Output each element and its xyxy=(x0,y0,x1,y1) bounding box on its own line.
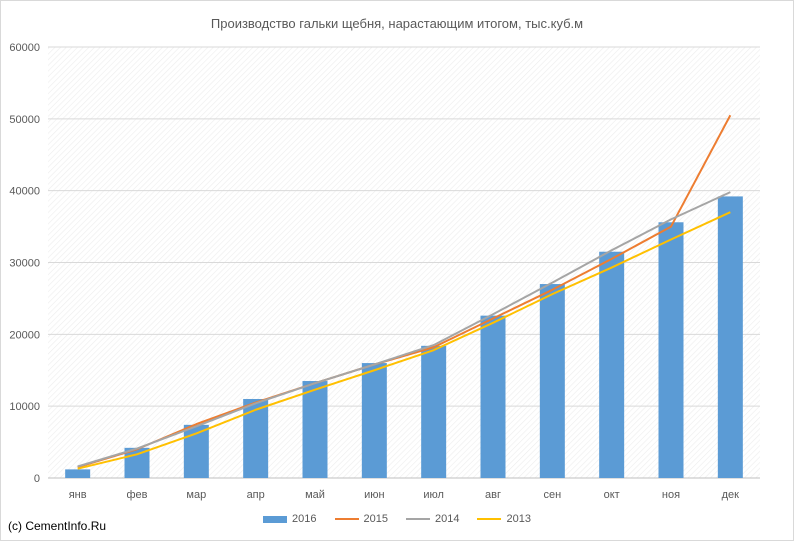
bar-2016 xyxy=(65,469,91,478)
y-tick-label: 60000 xyxy=(9,42,40,54)
bar-2016 xyxy=(717,196,743,478)
bar-2016 xyxy=(302,381,328,478)
x-tick-label: ноя xyxy=(662,489,680,501)
bar-2016 xyxy=(658,222,684,478)
legend-label: 2015 xyxy=(363,513,388,525)
legend-label: 2016 xyxy=(292,513,317,525)
bar-2016 xyxy=(599,251,625,478)
x-tick-label: июн xyxy=(364,489,384,501)
x-tick-label: окт xyxy=(604,489,620,501)
x-tick-label: дек xyxy=(722,489,740,501)
x-tick-label: фев xyxy=(126,489,147,501)
legend-swatch xyxy=(334,518,359,520)
x-tick-label: янв xyxy=(69,489,87,501)
y-tick-label: 0 xyxy=(34,473,40,485)
chart-title: Производство гальки щебня, нарастающим и… xyxy=(210,16,584,31)
x-tick-label: июл xyxy=(423,489,444,501)
legend-item-2015: 2015 xyxy=(334,513,388,525)
bar-2016 xyxy=(421,345,447,478)
legend-swatch xyxy=(406,518,430,520)
legend-swatch xyxy=(477,518,502,520)
line-2015 xyxy=(77,114,732,469)
legend-label: 2013 xyxy=(506,513,531,525)
y-tick-label: 50000 xyxy=(9,114,40,126)
bar-2016 xyxy=(361,363,387,478)
line-2014 xyxy=(77,191,731,468)
x-tick-label: мар xyxy=(186,489,206,501)
y-tick-label: 20000 xyxy=(9,329,40,341)
bar-2016 xyxy=(243,398,269,478)
x-tick-label: сен xyxy=(543,489,561,501)
legend-item-2016: 2016 xyxy=(263,513,317,525)
legend-swatch xyxy=(263,515,288,523)
x-tick-label: апр xyxy=(247,489,265,501)
bar-2016 xyxy=(539,284,565,478)
legend-item-2014: 2014 xyxy=(406,513,459,525)
bar-2016 xyxy=(124,447,150,478)
bar-2016 xyxy=(480,315,506,478)
x-tick-label: авг xyxy=(485,489,501,501)
source-note: (c) CementInfo.Ru xyxy=(8,519,107,533)
y-tick-label: 30000 xyxy=(9,258,40,270)
legend-label: 2014 xyxy=(435,513,460,525)
x-tick-label: май xyxy=(305,489,325,501)
legend-item-2013: 2013 xyxy=(477,513,531,525)
line-2013 xyxy=(77,211,731,470)
y-tick-label: 10000 xyxy=(9,401,40,413)
legend: 2016 2015 2014 2013 xyxy=(0,513,794,525)
y-tick-label: 40000 xyxy=(9,186,40,198)
